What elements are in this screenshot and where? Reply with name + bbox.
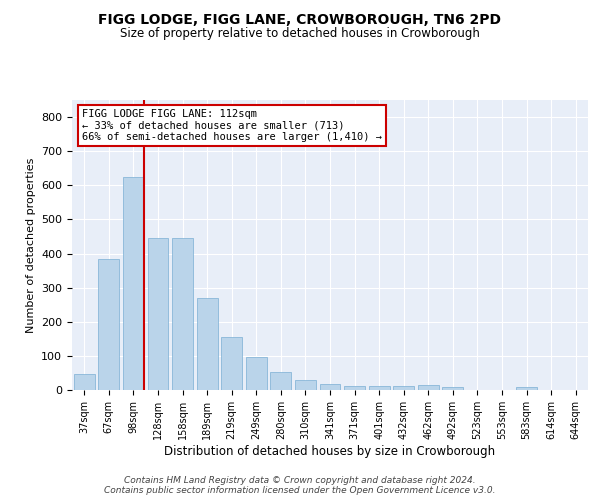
Bar [123, 177, 144, 390]
Y-axis label: Number of detached properties: Number of detached properties [26, 158, 35, 332]
Bar [295, 380, 316, 390]
Bar [74, 374, 95, 390]
Bar [246, 356, 267, 390]
Bar [442, 388, 463, 390]
Bar [197, 298, 218, 390]
Bar [172, 238, 193, 390]
Text: FIGG LODGE FIGG LANE: 112sqm
← 33% of detached houses are smaller (713)
66% of s: FIGG LODGE FIGG LANE: 112sqm ← 33% of de… [82, 108, 382, 142]
Bar [320, 384, 340, 390]
Bar [221, 337, 242, 390]
Bar [344, 386, 365, 390]
Bar [98, 258, 119, 390]
Text: Contains public sector information licensed under the Open Government Licence v3: Contains public sector information licen… [104, 486, 496, 495]
Bar [418, 385, 439, 390]
Text: FIGG LODGE, FIGG LANE, CROWBOROUGH, TN6 2PD: FIGG LODGE, FIGG LANE, CROWBOROUGH, TN6 … [98, 12, 502, 26]
X-axis label: Distribution of detached houses by size in Crowborough: Distribution of detached houses by size … [164, 444, 496, 458]
Text: Contains HM Land Registry data © Crown copyright and database right 2024.: Contains HM Land Registry data © Crown c… [124, 476, 476, 485]
Bar [393, 386, 414, 390]
Text: Size of property relative to detached houses in Crowborough: Size of property relative to detached ho… [120, 28, 480, 40]
Bar [271, 372, 292, 390]
Bar [516, 388, 537, 390]
Bar [368, 386, 389, 390]
Bar [148, 238, 169, 390]
